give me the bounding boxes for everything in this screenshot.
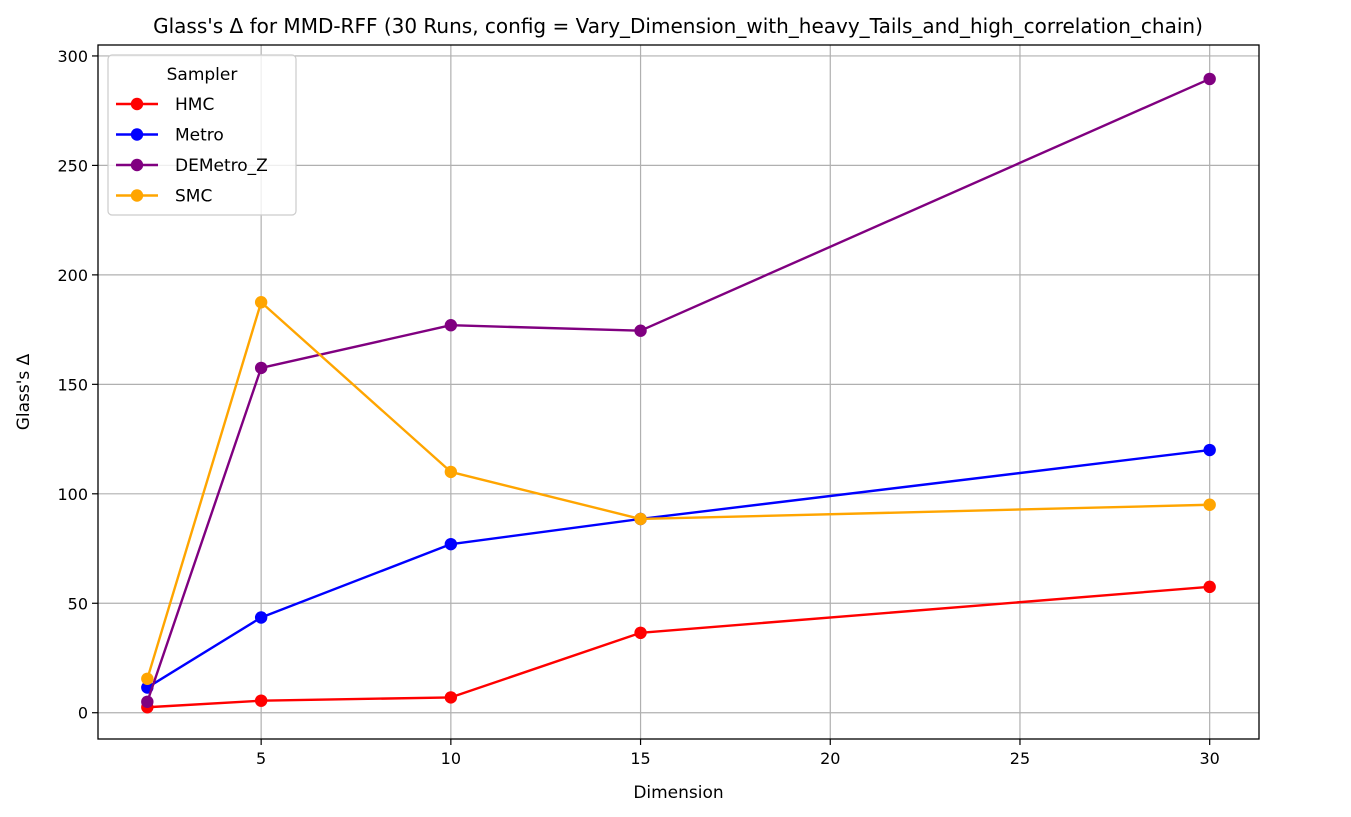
data-point-hmc	[444, 691, 458, 704]
legend-item-demetro-z: DEMetro_Z	[116, 156, 268, 176]
data-point-smc	[444, 465, 458, 479]
data-point-demetro-z	[141, 695, 154, 708]
legend-label-demetro-z: DEMetro_Z	[175, 156, 268, 176]
x-tick-label: 25	[1010, 749, 1030, 768]
data-point-demetro-z	[444, 319, 458, 332]
legend: Sampler HMC Metro DEMetro_Z SMC	[107, 54, 297, 216]
legend-item-metro: Metro	[116, 126, 224, 146]
y-tick-label: 150	[57, 375, 88, 394]
x-tick-label: 20	[820, 749, 840, 768]
y-axis-label: Glass's Δ	[14, 353, 34, 430]
data-point-metro	[444, 537, 458, 551]
legend-title: Sampler	[167, 65, 238, 85]
data-point-demetro-z	[254, 361, 268, 375]
series-line-hmc	[147, 585, 1210, 709]
legend-label-hmc: HMC	[175, 95, 214, 115]
data-point-hmc	[634, 626, 647, 640]
data-point-smc	[141, 672, 154, 685]
series-line-metro	[146, 448, 1210, 689]
series-smc	[141, 296, 1216, 685]
y-tick-label: 100	[57, 485, 88, 504]
data-point-hmc	[254, 694, 268, 707]
chart-title: Glass's Δ for MMD-RFF (30 Runs, config =…	[153, 14, 1203, 38]
y-tick-label: 50	[68, 594, 88, 613]
data-point-metro	[254, 611, 268, 624]
x-tick-label: 30	[1199, 749, 1219, 768]
y-tick-label: 0	[78, 704, 88, 723]
legend-marker-metro	[130, 128, 144, 141]
data-point-smc	[634, 512, 647, 526]
legend-box	[107, 54, 297, 216]
y-tick-label: 300	[57, 47, 88, 66]
data-point-metro	[1203, 443, 1216, 457]
series-demetro-z	[141, 72, 1216, 708]
legend-marker-smc	[130, 189, 144, 202]
y-tick-label: 200	[57, 266, 88, 285]
legend-marker-hmc	[130, 97, 144, 111]
x-axis-label: Dimension	[633, 783, 723, 803]
x-tick-label: 10	[441, 749, 461, 768]
legend-item-smc: SMC	[116, 187, 212, 207]
data-point-demetro-z	[634, 324, 647, 337]
legend-marker-demetro-z	[130, 158, 144, 172]
data-point-smc	[254, 296, 268, 309]
series-line-demetro-z	[146, 77, 1211, 703]
legend-item-hmc: HMC	[116, 95, 214, 115]
x-tick-label: 5	[256, 749, 266, 768]
y-tick-label: 250	[57, 156, 88, 175]
x-tick-label: 15	[630, 749, 650, 768]
legend-label-smc: SMC	[175, 187, 212, 207]
series-metro	[141, 443, 1216, 694]
series-layer	[141, 72, 1216, 714]
data-point-hmc	[1203, 580, 1216, 594]
legend-label-metro: Metro	[175, 126, 224, 146]
series-hmc	[141, 580, 1216, 714]
data-point-demetro-z	[1203, 72, 1216, 86]
legend-items: HMC Metro DEMetro_Z SMC	[116, 95, 268, 207]
plot-frame	[97, 44, 1260, 740]
data-point-smc	[1203, 498, 1216, 511]
